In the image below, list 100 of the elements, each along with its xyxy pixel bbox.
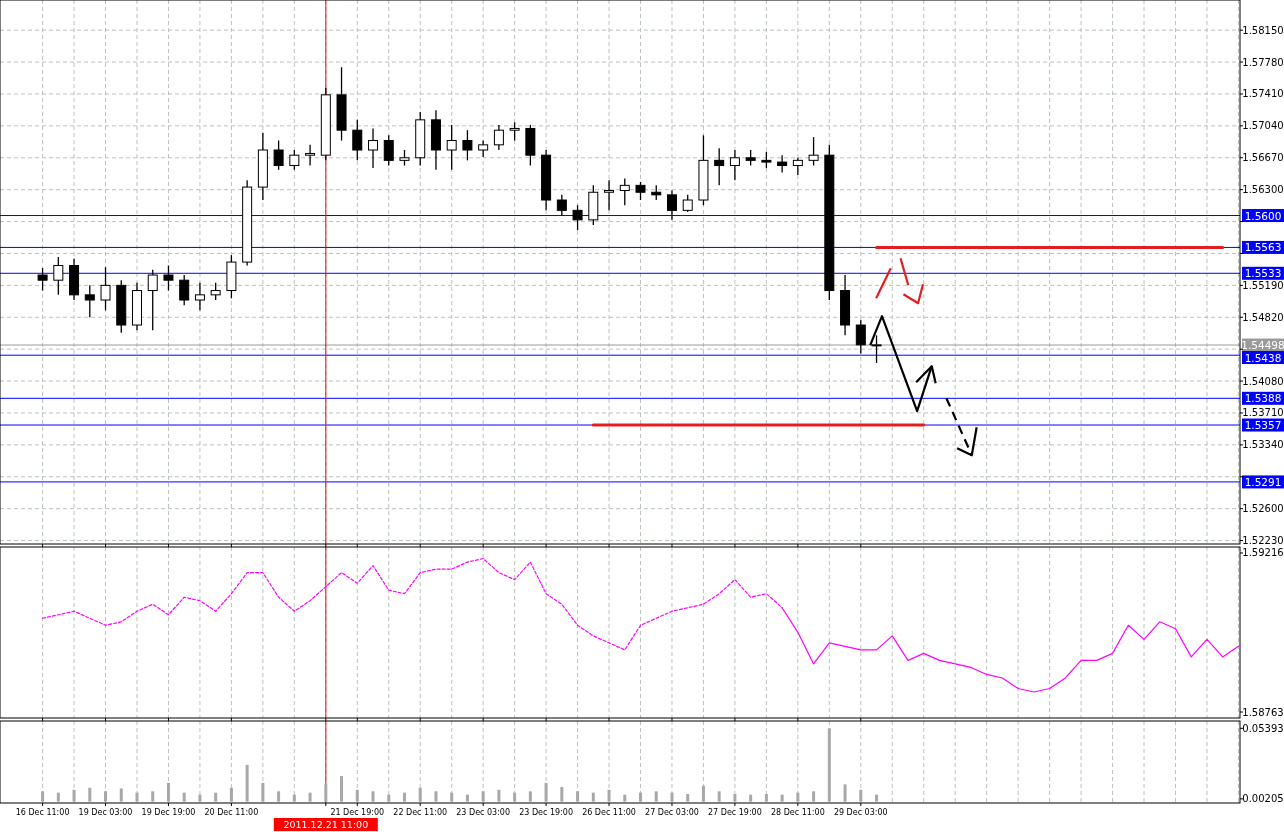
candlestick <box>604 179 615 212</box>
candlestick <box>462 129 473 161</box>
bar <box>591 792 595 802</box>
y-tick-label: 1.56300 <box>1242 184 1284 196</box>
bar <box>450 792 454 802</box>
bar <box>135 792 139 802</box>
candlestick <box>352 119 363 161</box>
bar <box>465 794 469 802</box>
ref-line-label: 1.5600 <box>1244 209 1282 222</box>
candlestick <box>792 157 803 176</box>
candlestick <box>777 154 788 174</box>
bar <box>528 791 532 802</box>
bar <box>481 791 485 802</box>
candlestick <box>714 147 725 187</box>
y-tick-label: 0.00205 <box>1242 793 1284 805</box>
bar <box>701 785 705 802</box>
bar <box>875 794 879 802</box>
x-tick-label: 23 Dec 19:00 <box>519 808 574 817</box>
x-tick-label: 19 Dec 19:00 <box>141 808 196 817</box>
y-tick-label: 1.54080 <box>1242 375 1284 387</box>
bar <box>308 792 312 802</box>
bar <box>261 782 265 802</box>
bar <box>151 791 155 802</box>
candlestick <box>53 256 64 296</box>
candlestick <box>855 319 866 355</box>
y-tick-label: 1.55190 <box>1242 279 1284 291</box>
y-tick-label: 1.57040 <box>1242 120 1284 132</box>
candlestick <box>37 267 48 292</box>
candlestick <box>368 127 379 169</box>
bar <box>607 789 611 802</box>
bar <box>749 794 753 802</box>
bar <box>639 792 643 802</box>
bar <box>214 792 218 802</box>
y-tick-label: 1.54820 <box>1242 311 1284 323</box>
bar <box>88 787 92 802</box>
bar <box>104 791 108 802</box>
ref-line-label: 1.5291 <box>1244 475 1282 488</box>
x-tick-label: 23 Dec 03:00 <box>456 808 511 817</box>
ref-line-label: 1.5438 <box>1244 351 1282 364</box>
bar <box>827 728 831 802</box>
bar <box>796 792 800 802</box>
candlestick <box>84 284 95 318</box>
bar <box>198 794 202 802</box>
candlestick <box>808 136 819 167</box>
bar <box>670 792 674 802</box>
bar <box>182 792 186 802</box>
bar <box>497 789 501 802</box>
candlestick <box>100 266 111 312</box>
bar <box>292 794 296 802</box>
x-tick-label: 22 Dec 11:00 <box>393 808 448 817</box>
candlestick <box>305 144 316 167</box>
bar <box>717 791 721 802</box>
bar <box>402 792 406 802</box>
candlestick <box>509 121 520 142</box>
candlestick <box>729 149 740 181</box>
candlestick <box>273 139 284 171</box>
bar <box>387 794 391 802</box>
x-tick-label: 20 Dec 11:00 <box>204 808 259 817</box>
bar <box>843 784 847 802</box>
bar <box>245 764 249 802</box>
candlestick <box>289 149 300 171</box>
bar <box>56 792 60 802</box>
candlestick <box>635 181 646 201</box>
bar <box>340 776 344 802</box>
y-tick-label: 0.05393 <box>1242 722 1284 734</box>
y-tick-label: 1.52600 <box>1242 503 1284 515</box>
bar <box>654 791 658 802</box>
y-tick-label: 1.53340 <box>1242 439 1284 451</box>
y-tick-label: 1.56670 <box>1242 152 1284 164</box>
x-tick-label: 26 Dec 11:00 <box>582 808 636 817</box>
bar <box>277 791 281 802</box>
ref-line-label: 1.54498 <box>1241 339 1284 352</box>
bar <box>576 791 580 802</box>
y-tick-label: 1.53710 <box>1242 407 1284 419</box>
y-tick-label: 1.58763 <box>1242 706 1284 718</box>
x-tick-label: 21 Dec 19:00 <box>330 808 385 817</box>
x-tick-label: 27 Dec 19:00 <box>708 808 762 817</box>
candlestick <box>619 177 630 206</box>
bar <box>780 794 784 802</box>
candlestick <box>383 134 394 167</box>
candlestick <box>871 334 882 364</box>
bar <box>623 794 627 802</box>
x-tick-label: 29 Dec 03:00 <box>833 808 888 817</box>
y-tick-label: 1.57780 <box>1242 56 1284 68</box>
x-tick-label: 16 Dec 11:00 <box>15 808 70 817</box>
y-tick-label: 1.52230 <box>1242 535 1284 547</box>
bar <box>733 794 737 802</box>
y-tick-label: 1.57410 <box>1242 88 1284 100</box>
bar <box>560 787 564 802</box>
candlestick <box>163 264 174 292</box>
y-tick-label: 1.58150 <box>1242 24 1284 36</box>
bar <box>764 794 768 802</box>
bar <box>812 791 816 802</box>
bar <box>41 791 45 802</box>
x-tick-label: 28 Dec 11:00 <box>770 808 825 817</box>
bar <box>119 788 123 802</box>
candlestick <box>666 189 677 221</box>
bar <box>434 791 438 802</box>
bar <box>418 787 422 802</box>
candlestick <box>446 124 457 171</box>
